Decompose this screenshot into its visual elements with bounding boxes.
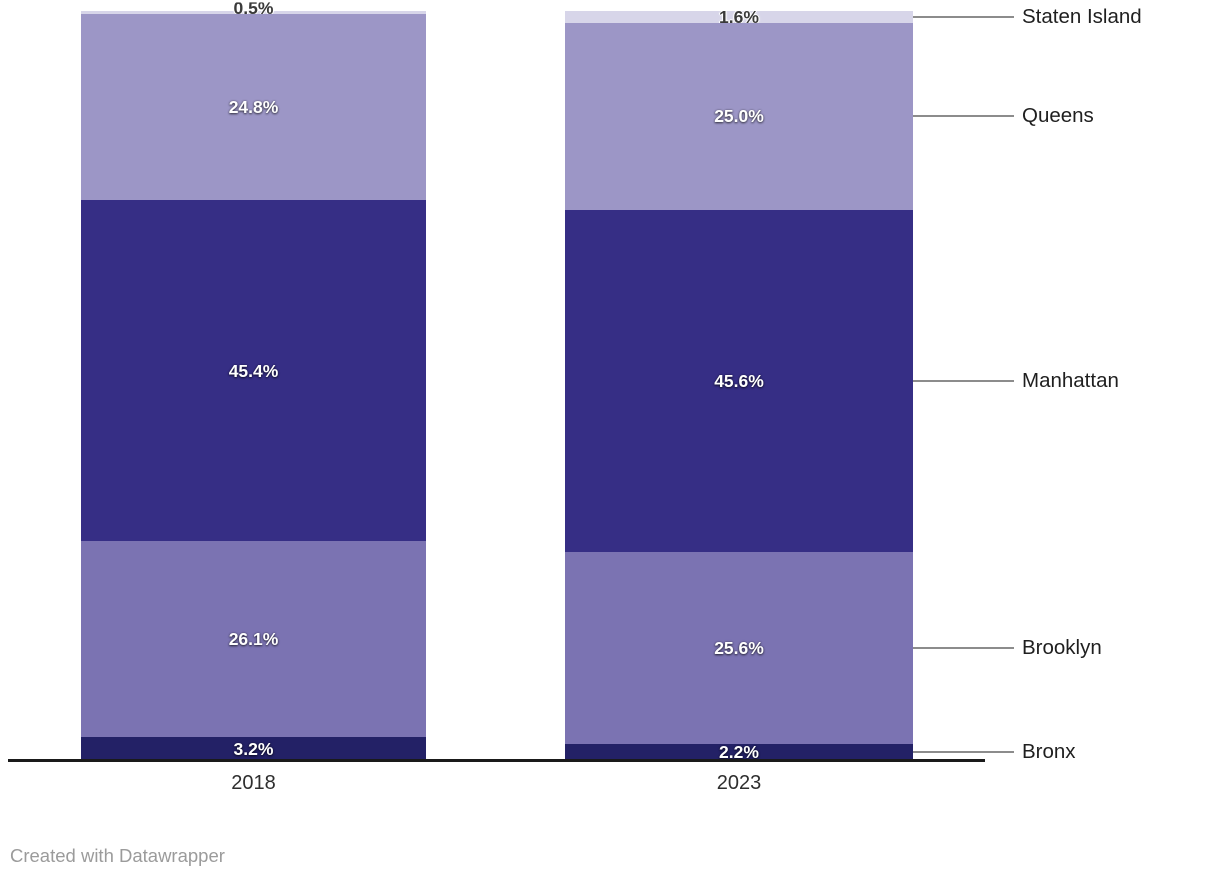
- value-label: 2.2%: [719, 742, 759, 763]
- x-tick-label: 2018: [231, 772, 276, 794]
- bar-segment-2018-manhattan[interactable]: [81, 200, 426, 541]
- bar-segment-2023-brooklyn[interactable]: [565, 552, 913, 744]
- value-label: 45.4%: [228, 360, 279, 381]
- connector-line-brooklyn: [913, 647, 1014, 649]
- bar-segment-2018-brooklyn[interactable]: [81, 540, 426, 737]
- attribution-link[interactable]: Created with Datawrapper: [10, 845, 225, 866]
- connector-line-staten-island: [913, 15, 1014, 18]
- bar-segment-2018-staten-island[interactable]: [81, 10, 426, 15]
- value-label: 3.2%: [233, 738, 274, 759]
- bar-segment-2023-bronx[interactable]: [565, 744, 913, 761]
- bar-segment-2018-bronx[interactable]: [81, 736, 426, 761]
- bar-segment-2023-manhattan[interactable]: [565, 210, 913, 552]
- connector-line-manhattan: [913, 380, 1014, 382]
- value-label: 25.6%: [714, 638, 764, 658]
- value-label: 45.6%: [714, 371, 764, 391]
- series-label-staten-island: Staten Island: [1022, 4, 1142, 28]
- connector-line-queens: [913, 115, 1014, 118]
- bar-segment-2018-queens[interactable]: [81, 14, 426, 201]
- bar-segment-2023-queens[interactable]: [565, 22, 913, 210]
- x-axis-line: [8, 759, 985, 762]
- value-label: 24.8%: [228, 97, 279, 118]
- value-label: 26.1%: [228, 628, 279, 649]
- series-label-queens: Queens: [1022, 104, 1094, 128]
- series-label-manhattan: Manhattan: [1022, 369, 1119, 392]
- value-label: 25.0%: [714, 106, 764, 127]
- series-label-brooklyn: Brooklyn: [1022, 636, 1102, 659]
- bar-segment-2023-staten-island[interactable]: [565, 10, 913, 23]
- series-label-bronx: Bronx: [1022, 740, 1076, 764]
- connector-line-bronx: [913, 751, 1014, 754]
- x-tick-label: 2023: [716, 772, 762, 794]
